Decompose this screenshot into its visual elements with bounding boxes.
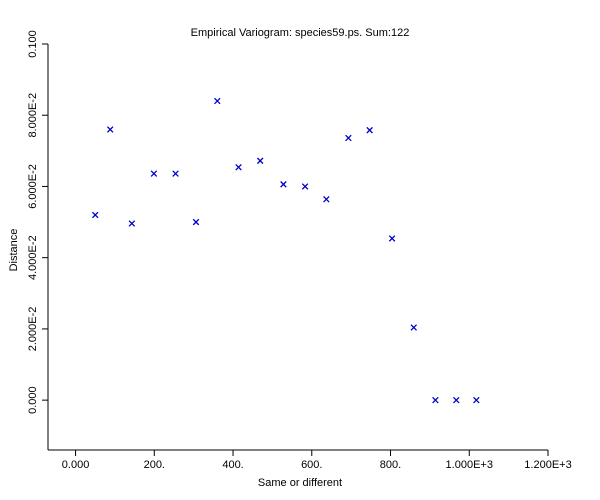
data-point-marker [256,157,264,165]
data-point-marker [301,183,309,190]
data-point-marker [214,97,221,105]
data-point-marker [323,196,330,203]
data-point-marker [366,126,373,134]
data-point-marker [388,235,396,242]
x-tick-label: 1.200E+3 [524,459,571,471]
y-tick-label: 6.000E-2 [27,164,39,209]
x-tick-label: 800. [380,459,401,471]
x-tick-label: 1.000E+3 [446,459,493,471]
data-point-marker [235,163,242,171]
y-tick-label: 0.100 [27,30,39,58]
data-point-marker [150,170,158,177]
x-tick-label: 200. [144,459,165,471]
x-tick-label: 600. [301,459,322,471]
x-axis-label: Same or different [258,477,342,489]
y-axis-ticks: 0.000 2.000E-2 4.000E-2 6.000E-2 8.000E-2 0.1… [27,30,48,414]
data-point-marker [345,134,352,142]
y-tick-label: 4.000E-2 [27,235,39,280]
data-point-marker [280,181,287,188]
data-point-marker [432,396,439,404]
x-axis-ticks: 0.000 200. 400. 600. 800. 1.000E+3 1.200E+3 [62,450,572,471]
chart-title: Empirical Variogram: species59.ps. Sum:1… [191,27,410,39]
data-point-marker [453,396,460,404]
data-point-marker [106,126,114,133]
x-tick-label: 0.000 [62,459,90,471]
data-point-marker [410,324,418,331]
data-point-marker [128,220,136,227]
data-points [91,97,480,404]
data-point-marker [172,170,179,177]
y-tick-label: 8.000E-2 [27,93,39,138]
y-axis-label: Distance [8,229,20,272]
y-tick-label: 0.000 [27,386,39,414]
data-point-marker [91,211,99,219]
data-point-marker [192,218,200,226]
y-tick-label: 2.000E-2 [27,307,39,352]
data-point-marker [473,396,480,404]
x-tick-label: 400. [222,459,243,471]
